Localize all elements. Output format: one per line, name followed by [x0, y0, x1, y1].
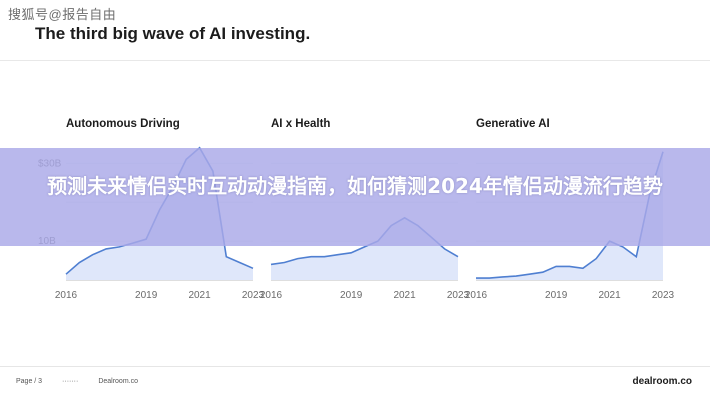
overlay-banner-text: 预测未来情侣实时互动动漫指南，如何猜测2024年情侣动漫流行趋势: [47, 174, 663, 198]
footer-divider: [0, 366, 710, 367]
panel-title-ai-x-health: AI x Health: [271, 118, 331, 130]
panel-title-generative-ai: Generative AI: [476, 118, 550, 130]
x-tick-label: 2019: [545, 290, 568, 301]
series-area-fill: [476, 151, 663, 280]
footer-source: Dealroom.co: [98, 378, 138, 385]
watermark-text: 搜狐号@报告自由: [8, 7, 117, 22]
x-tick-label: 2016: [260, 290, 283, 301]
footer-page-label: Page / 3: [16, 378, 43, 385]
x-tick-label: 2023: [652, 290, 675, 301]
x-tick-label: 2021: [598, 290, 621, 301]
x-tick-label: 2021: [188, 290, 211, 301]
header-divider: [0, 60, 710, 61]
footer-left: Page / 3 ······· Dealroom.co: [16, 378, 156, 385]
x-tick-label: 2023: [447, 290, 470, 301]
x-tick-label: 2023: [242, 290, 265, 301]
x-tick-label: 2016: [55, 290, 78, 301]
x-tick-label: 2021: [393, 290, 416, 301]
x-tick-label: 2019: [340, 290, 363, 301]
page-headline: The third big wave of AI investing.: [35, 24, 311, 43]
x-tick-label: 2016: [465, 290, 488, 301]
panel-title-autonomous-driving: Autonomous Driving: [66, 118, 180, 130]
footer-small-text: ·······: [62, 378, 79, 385]
footer-brand: dealroom.co: [632, 376, 692, 387]
x-tick-label: 2019: [135, 290, 158, 301]
series-line: [476, 151, 664, 279]
overlay-banner: [0, 148, 710, 246]
